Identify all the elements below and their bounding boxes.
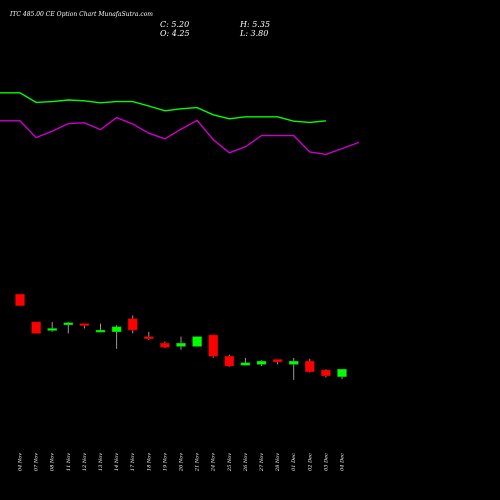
x-tick-label: 24 Nov (211, 453, 217, 472)
candle-down (208, 334, 218, 357)
candle-down (321, 369, 331, 377)
low-value: L: 3.80 (239, 29, 268, 38)
x-tick-label: 14 Nov (114, 453, 120, 471)
x-tick-label: 12 Nov (82, 453, 88, 471)
candle-down (305, 360, 315, 372)
candle-up (256, 360, 267, 365)
candle-down (160, 342, 170, 348)
candle-down (272, 359, 283, 363)
x-tick-label: 11 Nov (66, 453, 72, 471)
candle-up (337, 369, 347, 377)
x-tick-label: 28 Nov (275, 453, 281, 472)
x-tick-label: 01 Dec (291, 453, 297, 471)
candle-up (288, 360, 299, 365)
x-tick-label: 26 Nov (243, 453, 249, 472)
x-tick-label: 25 Nov (227, 453, 233, 472)
x-tick-label: 19 Nov (162, 453, 168, 471)
candles (15, 293, 347, 380)
x-tick-label: 02 Dec (307, 453, 313, 471)
lower-overlay-line (0, 116, 360, 156)
candle-down (127, 318, 138, 331)
close-value: C: 5.20 (160, 20, 189, 29)
x-tick-label: 08 Nov (50, 453, 56, 471)
candle-down (31, 321, 41, 334)
x-tick-label: 17 Nov (130, 453, 136, 471)
candle-up (95, 329, 106, 333)
x-tick-label: 21 Nov (195, 453, 201, 472)
candle-up (63, 322, 74, 326)
x-tick-label: 18 Nov (146, 453, 152, 471)
candle-up (111, 326, 122, 332)
open-value: O: 4.25 (160, 29, 190, 38)
candle-up (47, 328, 57, 331)
x-tick-label: 07 Nov (34, 453, 40, 471)
x-tick-label: 04 Nov (18, 453, 24, 471)
high-value: H: 5.35 (239, 20, 270, 29)
candle-up (240, 362, 251, 366)
upper-overlay-line (0, 92, 326, 124)
overlay-lines (0, 92, 360, 156)
candle-up (176, 342, 186, 347)
candle-down (144, 336, 154, 339)
chart-title: ITC 485.00 CE Option Chart MunafaSutra.c… (9, 11, 153, 18)
candle-up (192, 336, 202, 347)
candle-down (15, 293, 25, 306)
x-tick-label: 20 Nov (179, 453, 185, 472)
x-axis-labels: 04 Nov 07 Nov 08 Nov 11 Nov 12 Nov 13 Nov 14 N… (18, 453, 346, 472)
x-tick-label: 27 Nov (259, 453, 265, 472)
x-tick-label: 04 Dec (340, 453, 346, 471)
candle-down (79, 323, 90, 326)
x-tick-label: 03 Dec (323, 453, 329, 471)
x-tick-label: 13 Nov (98, 453, 104, 471)
candle-down (224, 355, 235, 367)
